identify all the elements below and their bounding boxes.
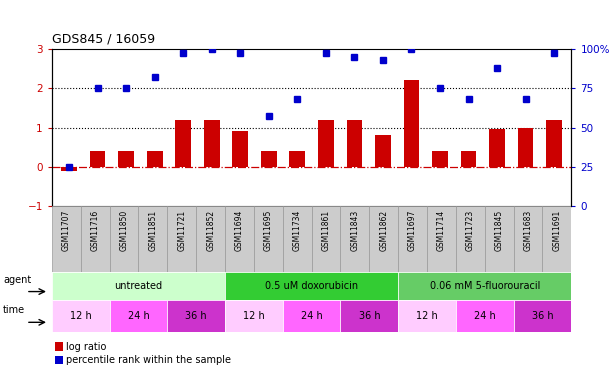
Text: 36 h: 36 h [359,311,380,321]
Bar [119,151,134,167]
Bar [543,206,571,272]
Text: GSM11716: GSM11716 [90,210,100,251]
Text: GSM11714: GSM11714 [437,210,446,251]
Bar [398,206,427,272]
Bar [225,272,398,300]
Bar [61,167,77,171]
Text: GSM11707: GSM11707 [62,210,71,251]
Bar [109,206,139,272]
Bar [340,300,398,332]
Text: GSM11691: GSM11691 [552,210,562,251]
Bar [312,206,340,272]
Bar [375,135,391,167]
Bar [52,300,109,332]
Text: 12 h: 12 h [243,311,265,321]
Text: 0.06 mM 5-fluorouracil: 0.06 mM 5-fluorouracil [430,281,540,291]
Text: 36 h: 36 h [185,311,207,321]
Text: GSM11695: GSM11695 [264,210,273,251]
Text: time: time [3,304,25,315]
Bar [225,206,254,272]
Bar [404,80,419,167]
Text: 36 h: 36 h [532,311,553,321]
Bar [81,206,109,272]
Bar [283,206,312,272]
Bar [398,272,571,300]
Bar [546,120,562,167]
Text: 24 h: 24 h [301,311,323,321]
Bar [398,300,456,332]
Bar [427,206,456,272]
Bar [290,151,305,167]
Text: GSM11721: GSM11721 [177,210,186,251]
Bar [167,206,196,272]
Text: GSM11734: GSM11734 [293,210,302,251]
Bar [175,120,191,167]
Bar [52,206,81,272]
Text: GSM11697: GSM11697 [408,210,417,251]
Bar [456,300,514,332]
Bar [369,206,398,272]
Bar [90,151,106,167]
Bar [432,151,448,167]
Text: GSM11862: GSM11862 [379,210,388,251]
Text: 0.5 uM doxorubicin: 0.5 uM doxorubicin [265,281,358,291]
Text: GDS845 / 16059: GDS845 / 16059 [52,32,155,45]
Bar [225,300,283,332]
Bar [196,206,225,272]
Bar [52,272,225,300]
Text: agent: agent [3,275,31,285]
Bar [318,120,334,167]
Text: GSM11683: GSM11683 [524,210,533,251]
Text: 24 h: 24 h [128,311,149,321]
Text: 24 h: 24 h [474,311,496,321]
Text: GSM11851: GSM11851 [148,210,158,251]
Text: GSM11852: GSM11852 [206,210,215,251]
Bar [139,206,167,272]
Bar [167,300,225,332]
Text: GSM11861: GSM11861 [321,210,331,251]
Bar [461,151,477,167]
Text: GSM11694: GSM11694 [235,210,244,251]
Bar [109,300,167,332]
Bar [254,206,283,272]
Bar [147,151,163,167]
Bar [232,132,248,167]
Text: 12 h: 12 h [416,311,438,321]
Text: GSM11850: GSM11850 [120,210,128,251]
Text: percentile rank within the sample: percentile rank within the sample [66,355,231,364]
Bar [456,206,485,272]
Bar [518,128,533,167]
Bar [204,120,219,167]
Text: GSM11845: GSM11845 [495,210,503,251]
Text: log ratio: log ratio [66,342,106,351]
Text: 12 h: 12 h [70,311,92,321]
Bar [283,300,340,332]
Bar [514,206,543,272]
Bar [261,151,277,167]
Bar [485,206,514,272]
Text: untreated: untreated [114,281,163,291]
Text: GSM11843: GSM11843 [350,210,359,251]
Bar [340,206,369,272]
Text: GSM11723: GSM11723 [466,210,475,251]
Bar [346,120,362,167]
Bar [489,129,505,167]
Bar [514,300,571,332]
